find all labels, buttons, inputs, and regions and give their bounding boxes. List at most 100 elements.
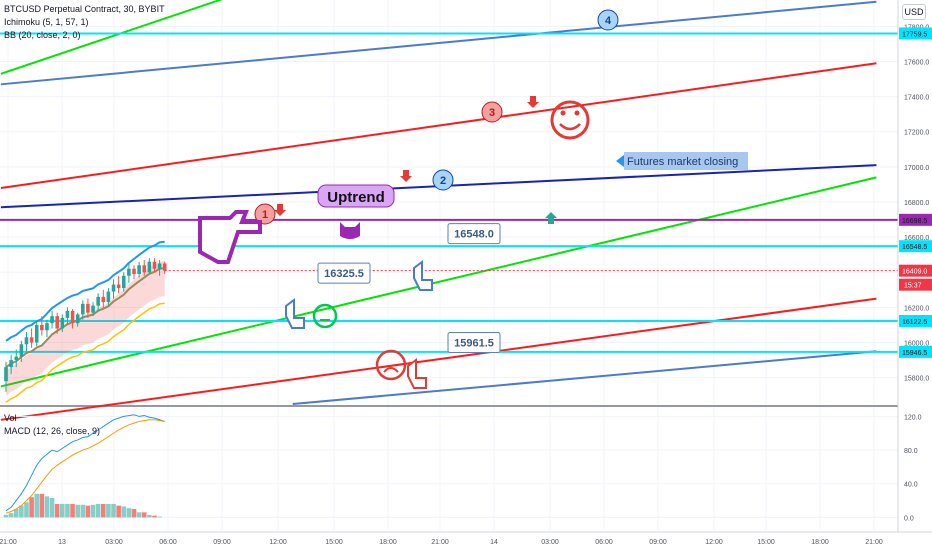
candle-body bbox=[111, 284, 116, 292]
candle-body bbox=[19, 344, 24, 357]
candle-body bbox=[14, 356, 19, 361]
macd-line bbox=[5, 414, 165, 512]
candle-body bbox=[70, 310, 75, 324]
legend-ichimoku[interactable]: Ichimoku (5, 1, 57, 1) bbox=[4, 17, 89, 27]
futures-box bbox=[624, 152, 748, 170]
price-callout-box bbox=[447, 332, 501, 354]
smiley-confused-icon bbox=[375, 349, 407, 381]
volume-bar bbox=[29, 497, 34, 518]
volume-bar bbox=[95, 503, 101, 518]
volume-bar bbox=[60, 503, 65, 518]
currency-button[interactable]: USD bbox=[902, 4, 926, 20]
price-label-box bbox=[899, 264, 932, 277]
volume-bar bbox=[80, 504, 86, 518]
macd-tick-label: 120.0 bbox=[904, 414, 922, 421]
candle-body bbox=[132, 268, 136, 275]
countdown-label: 15:37 bbox=[904, 283, 922, 290]
candle-body bbox=[127, 268, 131, 276]
candle-body bbox=[4, 367, 8, 382]
x-tick-label: 09:00 bbox=[649, 539, 667, 546]
x-tick-label: 12:00 bbox=[705, 539, 723, 546]
candle-body bbox=[147, 261, 152, 273]
hand-pointer-icon bbox=[285, 298, 305, 329]
x-tick-label: 21:00 bbox=[865, 539, 883, 546]
candles bbox=[4, 258, 167, 392]
candle-body bbox=[65, 310, 70, 318]
candle-body bbox=[24, 337, 29, 345]
macd-tick-label: 40.0 bbox=[904, 482, 918, 489]
legend-bb[interactable]: BB (20, close, 2, 0) bbox=[4, 30, 81, 40]
wave-bubble bbox=[597, 9, 619, 31]
price-callout-box bbox=[317, 262, 371, 284]
price-label: 16698.5 bbox=[902, 218, 927, 225]
futures-label: Futures market closing bbox=[627, 156, 738, 168]
price-label-box bbox=[899, 240, 932, 253]
y-tick-label: 16000.0 bbox=[904, 341, 929, 348]
volume-bar bbox=[85, 505, 91, 518]
volume-bar bbox=[136, 512, 142, 518]
smiley-mouth bbox=[383, 367, 399, 373]
legend-macd[interactable]: MACD (12, 26, close, 9) bbox=[4, 426, 101, 436]
arrow-down-icon bbox=[274, 204, 286, 216]
cat-icon bbox=[340, 222, 360, 239]
x-tick-label: 18:00 bbox=[811, 539, 829, 546]
price-label: 17759.5 bbox=[902, 31, 927, 38]
x-tick-label: 06:00 bbox=[159, 539, 177, 546]
volume-bar bbox=[152, 515, 157, 518]
candle-body bbox=[121, 275, 126, 289]
trendline bbox=[0, 0, 877, 86]
indicators bbox=[5, 240, 165, 403]
wave-bubble bbox=[254, 203, 276, 225]
candle-body bbox=[40, 324, 44, 331]
trendline bbox=[0, 62, 877, 189]
smiley-eye bbox=[574, 110, 580, 116]
y-tick-label: 17400.0 bbox=[904, 95, 929, 102]
arrow-down-icon bbox=[527, 96, 539, 108]
arrow-up-icon bbox=[545, 212, 557, 224]
price-axis: 15800.016000.016200.016400.016600.016800… bbox=[897, 0, 932, 532]
wave-label: 3 bbox=[489, 107, 495, 119]
volume-bar bbox=[121, 506, 127, 518]
volume-bar bbox=[157, 516, 162, 518]
volume-bar bbox=[39, 493, 45, 518]
grid bbox=[0, 0, 898, 530]
volume-bar bbox=[3, 514, 9, 518]
smiley-eye bbox=[560, 110, 566, 116]
volume-bar bbox=[141, 512, 147, 518]
volume-bar bbox=[126, 508, 132, 518]
bb-basis bbox=[5, 267, 165, 368]
volume-bar bbox=[34, 493, 40, 518]
x-tick-label: 03:00 bbox=[105, 539, 123, 546]
candle-body bbox=[50, 316, 54, 324]
price-label: 16548.5 bbox=[902, 244, 927, 251]
trendline bbox=[0, 0, 223, 75]
volume-bar bbox=[70, 503, 75, 518]
price-label-box bbox=[899, 345, 932, 358]
uptrend-label: Uptrend bbox=[327, 189, 385, 206]
candle-body bbox=[34, 324, 39, 343]
volume-bar bbox=[24, 502, 29, 518]
smiley-mouth bbox=[559, 123, 581, 131]
x-tick-label: 06:00 bbox=[595, 539, 613, 546]
x-tick-label: 15:00 bbox=[325, 539, 343, 546]
x-tick-label: 15:00 bbox=[757, 539, 775, 546]
candle-body bbox=[91, 305, 95, 313]
trendlines bbox=[0, 0, 877, 421]
candle-body bbox=[75, 314, 80, 324]
volume-bar bbox=[49, 498, 55, 518]
hand-pointer-icon bbox=[407, 358, 427, 389]
legend-symbol[interactable]: BTCUSD Perpetual Contract, 30, BYBIT bbox=[4, 4, 165, 14]
price-label: 15946.5 bbox=[902, 350, 927, 357]
volume-bar bbox=[100, 503, 106, 518]
bb-upper bbox=[5, 240, 165, 342]
volume-bar bbox=[111, 503, 116, 518]
y-tick-label: 15800.0 bbox=[904, 376, 929, 383]
legend-vol[interactable]: Vol bbox=[4, 413, 17, 423]
price-callout-box bbox=[447, 223, 501, 245]
hand-pointer-icon bbox=[413, 260, 433, 291]
x-tick-label: 14 bbox=[490, 539, 498, 546]
candle-body bbox=[101, 296, 106, 303]
trendline bbox=[292, 350, 877, 405]
wave-bubble bbox=[432, 169, 454, 191]
